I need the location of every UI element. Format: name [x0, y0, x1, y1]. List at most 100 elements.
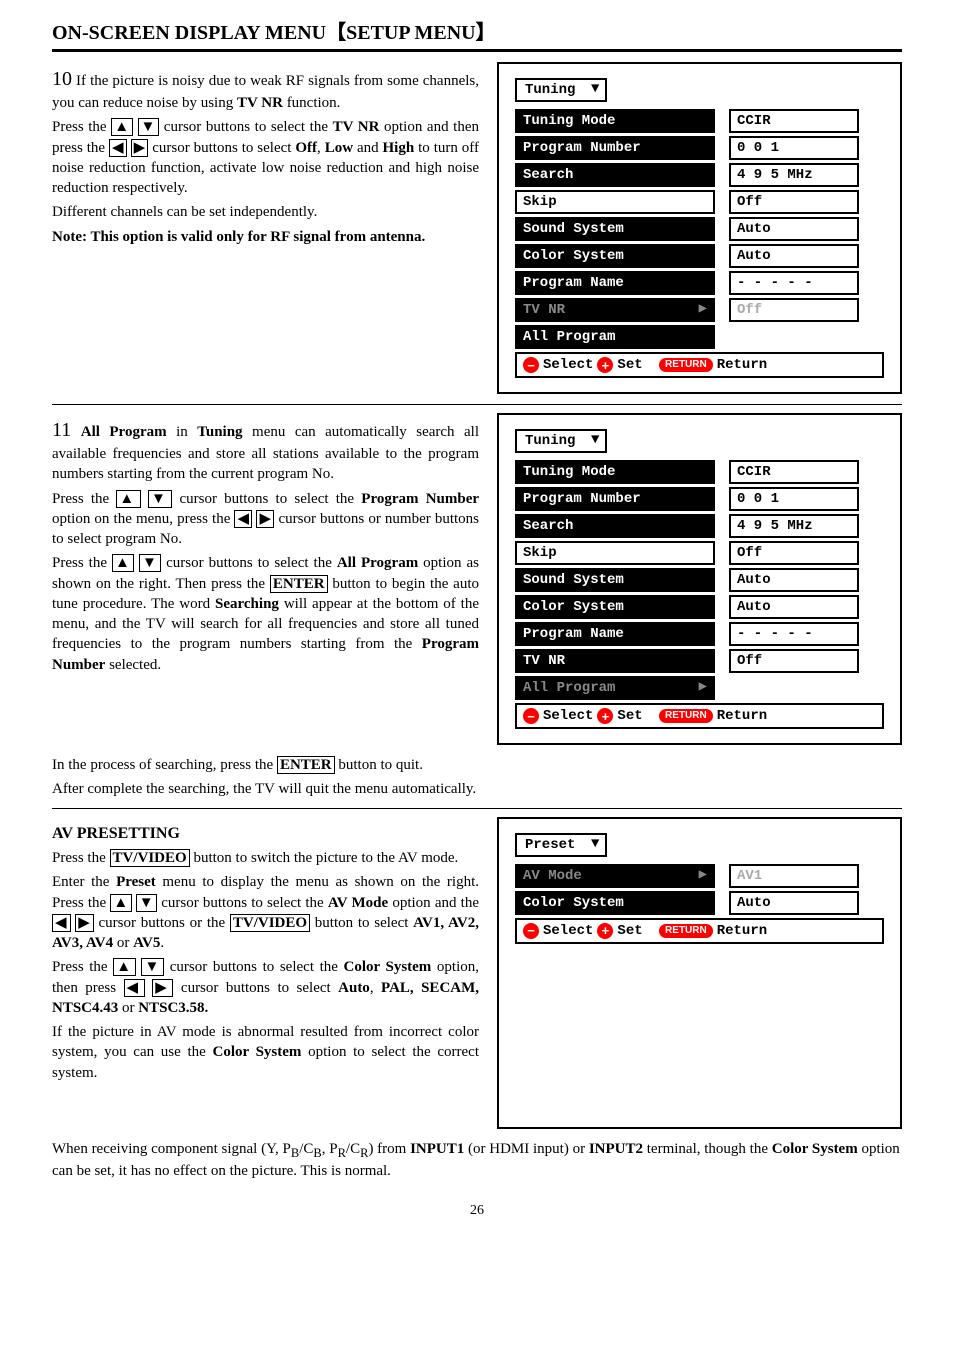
divider-1: [52, 404, 902, 405]
osd-row: AV Mode▶AV1: [515, 864, 884, 888]
osd-label: Tuning Mode: [515, 109, 715, 133]
osd-value: 4 9 5 MHz: [729, 514, 859, 538]
right-arrow-icon: ▶: [699, 302, 707, 316]
s11-p2d: option on the menu, press the: [52, 511, 234, 527]
av-p1a: Press the: [52, 850, 110, 866]
osd-row: Search4 9 5 MHz: [515, 514, 884, 538]
osd-value: Off: [729, 298, 859, 322]
av-p3f: Auto: [338, 980, 370, 996]
osd-label: AV Mode▶: [515, 864, 715, 888]
av-p2i: button to select: [310, 915, 413, 931]
s10-p2h: Low: [325, 140, 353, 156]
down-arrow-icon: ▼: [141, 958, 164, 976]
s10-p2b: cursor buttons to select the: [159, 119, 332, 135]
step11-text: 11 All Program in Tuning menu can automa…: [52, 413, 479, 745]
footer-set: Set: [617, 709, 642, 723]
s11-p1b: in: [167, 424, 198, 440]
osd-value: Off: [729, 541, 859, 565]
s10-p4: Note: This option is valid only for RF s…: [52, 229, 425, 245]
av-p5b: /C: [299, 1141, 313, 1157]
av-p5c: , P: [322, 1141, 338, 1157]
title-rule: [52, 49, 902, 52]
av-p5d: /C: [346, 1141, 360, 1157]
osd-label: Color System: [515, 891, 715, 915]
osd-value: CCIR: [729, 109, 859, 133]
s11-p2b: cursor buttons to select the: [172, 491, 361, 507]
plus-icon: +: [597, 357, 613, 373]
osd-label: Skip: [515, 190, 715, 214]
s10-p2i: and: [353, 140, 382, 156]
avpreset-text: AV PRESETTING Press the TV/VIDEO button …: [52, 817, 479, 1129]
av-p3b: cursor buttons to select the: [164, 959, 343, 975]
s10-p2f: Off: [295, 140, 317, 156]
osd-value: - - - - -: [729, 271, 859, 295]
av-p5s3: R: [338, 1146, 346, 1160]
osd-label: Sound System: [515, 568, 715, 592]
av-p5e: ) from: [368, 1141, 410, 1157]
osd-value: Off: [729, 649, 859, 673]
footer-select: Select: [543, 709, 593, 723]
page-number: 26: [52, 1202, 902, 1221]
left-arrow-icon: ◀: [52, 914, 71, 932]
right-arrow-icon: ▶: [256, 510, 274, 528]
osd-row: Sound System Auto: [515, 217, 884, 241]
av-p3c: Color System: [344, 959, 432, 975]
osd-row: All Program: [515, 325, 884, 349]
osd-value: Auto: [729, 595, 859, 619]
av-p5f: INPUT1: [410, 1141, 464, 1157]
s11-p5: After complete the searching, the TV wil…: [52, 779, 902, 799]
down-arrow-icon: ▼: [139, 554, 161, 572]
av-p5h: INPUT2: [589, 1141, 643, 1157]
osd-row: Tuning Mode CCIR: [515, 109, 884, 133]
s10-p2c: TV NR: [333, 119, 380, 135]
footer-select: Select: [543, 924, 593, 938]
osd-value: Auto: [729, 568, 859, 592]
s11-p2a: Press the: [52, 491, 116, 507]
minus-icon: −: [523, 923, 539, 939]
osd-label: Program Name: [515, 622, 715, 646]
osd-label: Sound System: [515, 217, 715, 241]
osd-label: TV NR▶: [515, 298, 715, 322]
footer-set: Set: [617, 924, 642, 938]
minus-icon: −: [523, 357, 539, 373]
osd-row: TV NR▶ Off: [515, 298, 884, 322]
osd-value: Off: [729, 190, 859, 214]
avpreset-heading: AV PRESETTING: [52, 823, 479, 845]
section-title: ON-SCREEN DISPLAY MENU【SETUP MENU】: [52, 20, 902, 47]
right-arrow-icon: ▶: [131, 139, 149, 157]
osd-row: Program Name - - - - -: [515, 271, 884, 295]
osd-title: Tuning▼: [515, 78, 607, 102]
s10-p2e: cursor buttons to select: [148, 140, 295, 156]
osd-row: Program Number0 0 1: [515, 136, 884, 160]
avpreset-row: AV PRESETTING Press the TV/VIDEO button …: [52, 817, 902, 1129]
s10-p2g: ,: [317, 140, 325, 156]
s11-p4c: button to quit.: [335, 757, 423, 773]
plus-icon: +: [597, 708, 613, 724]
osd-label: Skip: [515, 541, 715, 565]
step10-text: 10 If the picture is noisy due to weak R…: [52, 62, 479, 394]
osd-row: Color SystemAuto: [515, 891, 884, 915]
av-p2b: Preset: [116, 874, 156, 890]
minus-icon: −: [523, 708, 539, 724]
osd-label: Program Number: [515, 487, 715, 511]
osd-label: Search: [515, 163, 715, 187]
osd-row: All Program▶: [515, 676, 884, 700]
osd-row: Color SystemAuto: [515, 244, 884, 268]
up-arrow-icon: ▲: [116, 490, 140, 508]
osd-value: CCIR: [729, 460, 859, 484]
av-p5g: (or HDMI input) or: [464, 1141, 589, 1157]
osd-footer: −Select +Set RETURNReturn: [515, 352, 884, 378]
osd-label: Program Name: [515, 271, 715, 295]
right-arrow-icon: ▶: [75, 914, 94, 932]
step10-row: 10 If the picture is noisy due to weak R…: [52, 62, 902, 394]
osd-label: All Program: [515, 325, 715, 349]
tvvideo-button: TV/VIDEO: [230, 914, 310, 932]
up-arrow-icon: ▲: [111, 118, 133, 136]
osd-label: All Program▶: [515, 676, 715, 700]
osd-value: Auto: [729, 217, 859, 241]
enter-button: ENTER: [270, 575, 328, 593]
av-p5s1: B: [291, 1146, 299, 1160]
s11-p4a: In the process of searching, press the: [52, 757, 277, 773]
left-arrow-icon: ◀: [124, 979, 145, 997]
footer-return: Return: [717, 924, 767, 938]
